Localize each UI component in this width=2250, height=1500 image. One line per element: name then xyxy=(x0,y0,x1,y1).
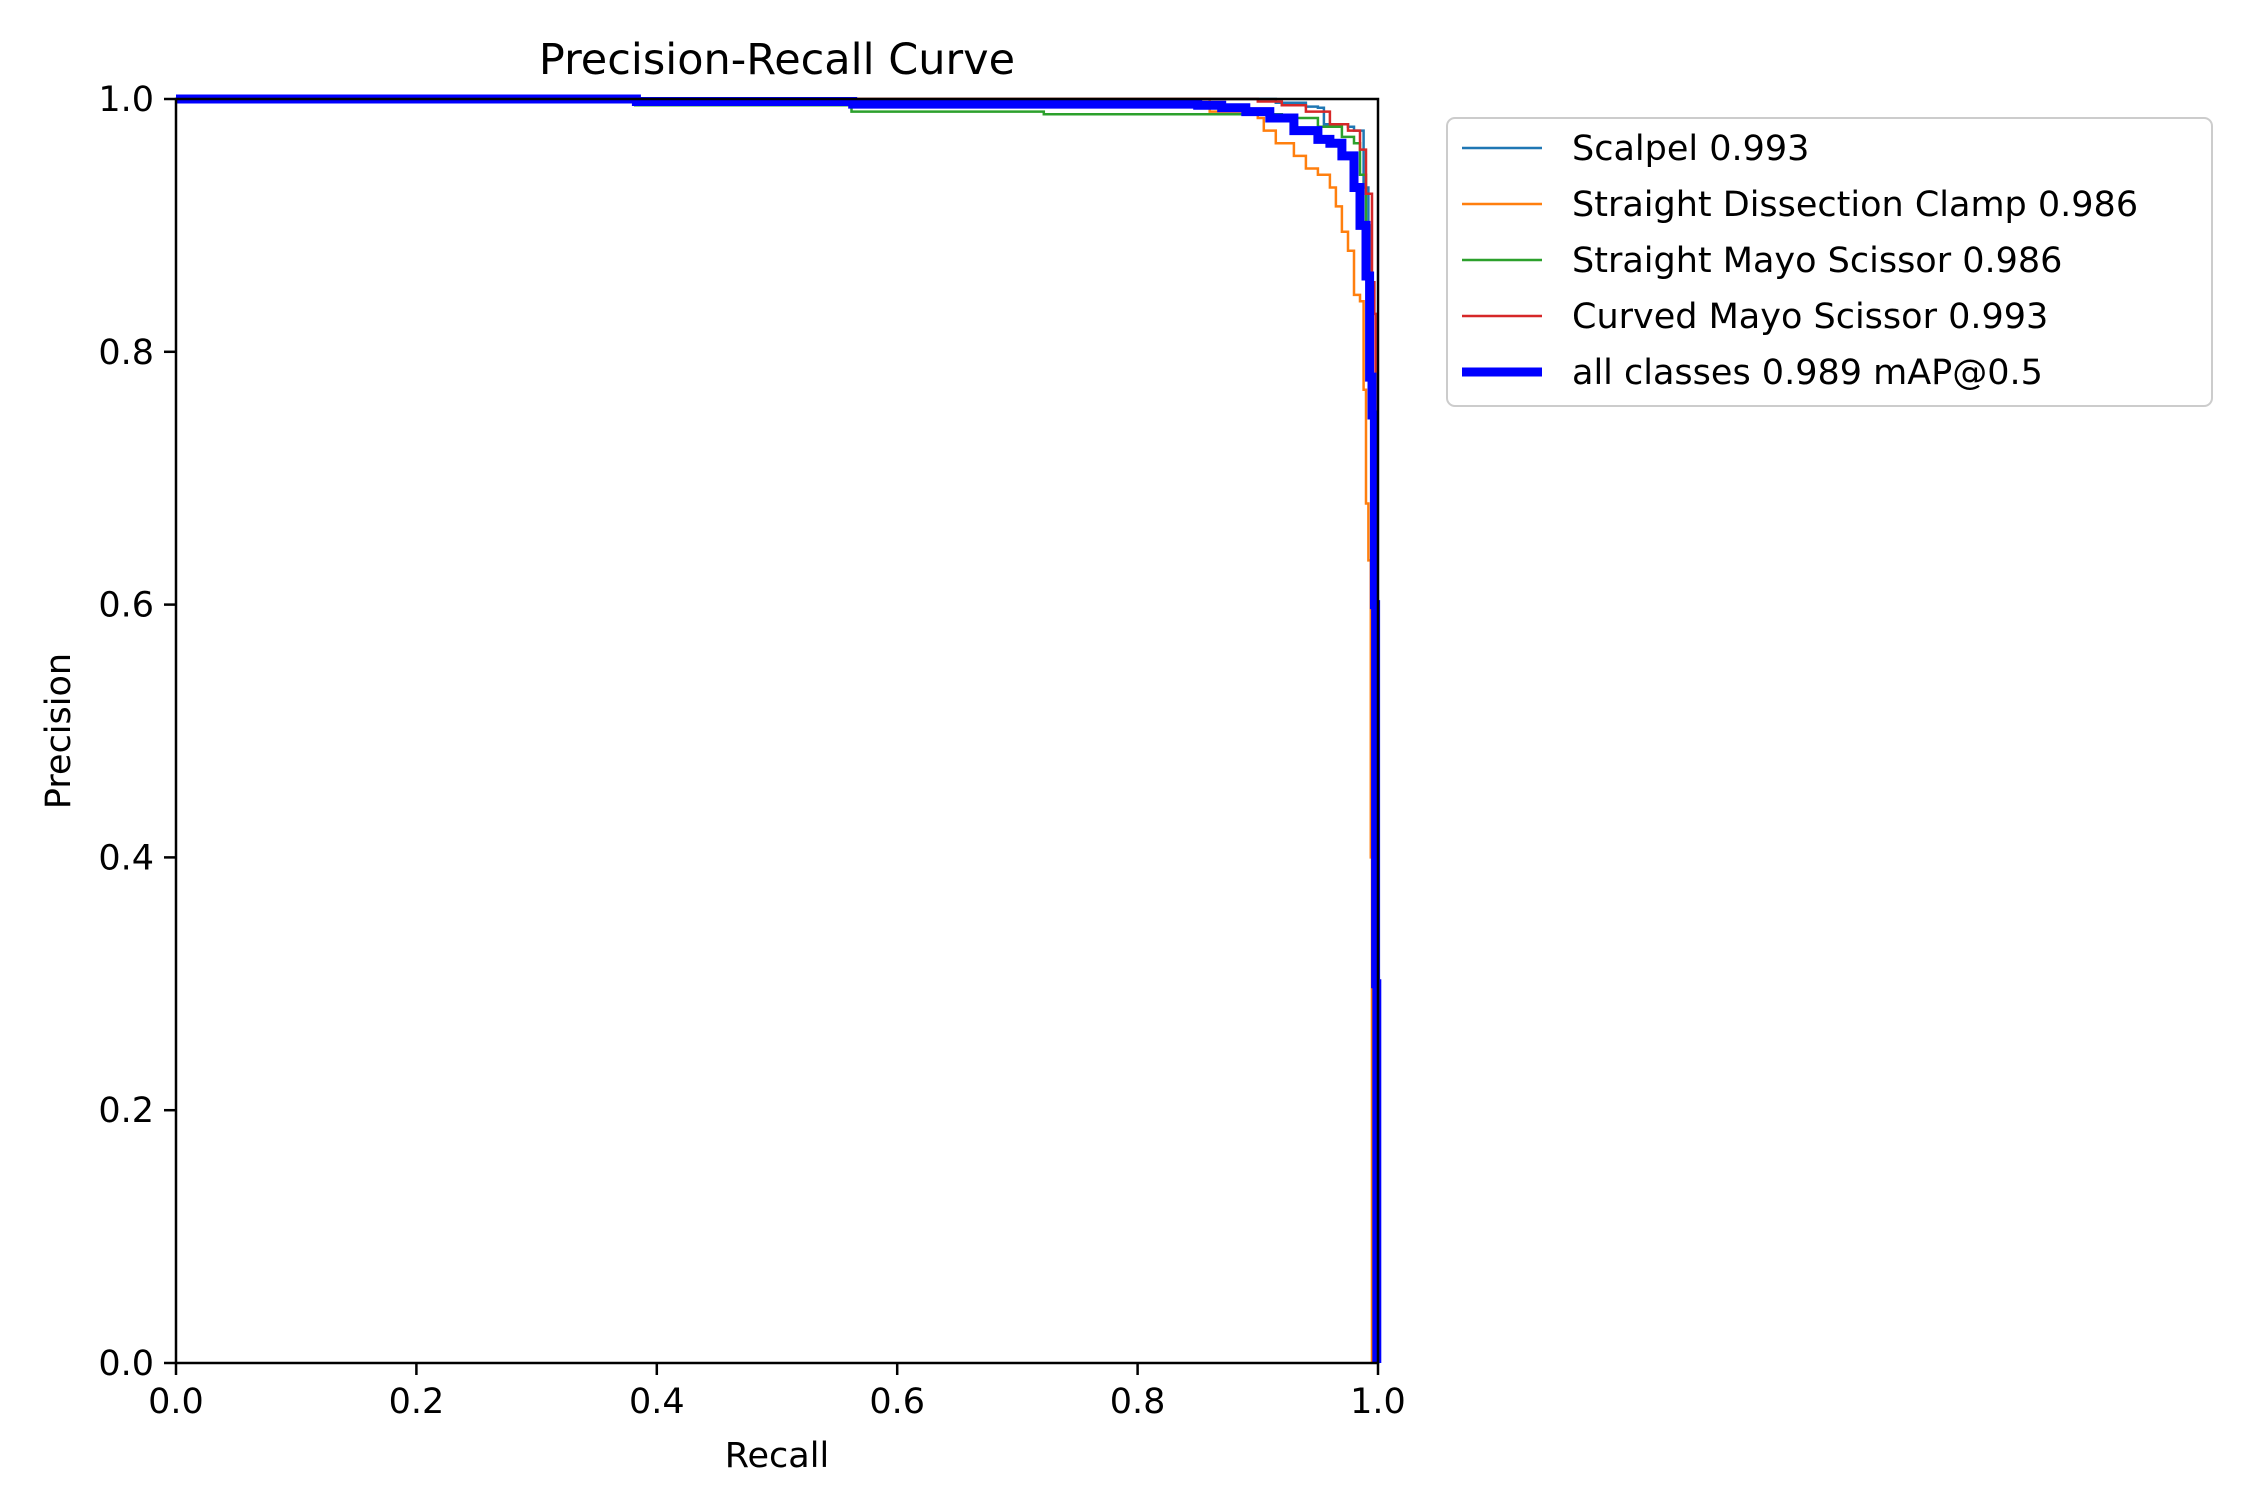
x-tick-label: 0.0 xyxy=(148,1382,204,1422)
x-tick-label: 0.8 xyxy=(1110,1382,1166,1422)
legend-frame xyxy=(1446,117,2213,407)
series-line-straight-dissection-clamp xyxy=(176,97,1374,1363)
series-layer xyxy=(176,94,1382,1363)
x-tick-label: 0.6 xyxy=(869,1382,925,1422)
y-tick-label: 0.4 xyxy=(98,838,154,878)
plot-area xyxy=(174,94,1382,1365)
legend-label: Curved Mayo Scissor 0.993 xyxy=(1572,297,2048,337)
legend-items: Scalpel 0.993 Straight Dissection Clamp 0… xyxy=(1462,129,2138,393)
y-axis-label: Precision xyxy=(39,653,79,809)
legend-label: all classes 0.989 mAP@0.5 xyxy=(1572,353,2043,393)
plot-frame xyxy=(174,97,1380,1365)
legend-label: Straight Dissection Clamp 0.986 xyxy=(1572,185,2138,225)
chart-title: Precision-Recall Curve xyxy=(539,35,1015,85)
x-tick-label: 0.4 xyxy=(629,1382,685,1422)
x-tick-label: 1.0 xyxy=(1350,1382,1406,1422)
series-line-all-classes-map xyxy=(176,94,1382,1363)
plot-background xyxy=(176,99,1378,1363)
y-tick-label: 0.0 xyxy=(98,1344,154,1384)
x-tick-label: 0.2 xyxy=(389,1382,445,1422)
legend-label: Straight Mayo Scissor 0.986 xyxy=(1572,241,2062,281)
x-axis-label: Recall xyxy=(725,1436,829,1476)
y-tick-label: 1.0 xyxy=(98,80,154,120)
legend: Scalpel 0.993 Straight Dissection Clamp 0… xyxy=(1446,117,2213,407)
legend-label: Scalpel 0.993 xyxy=(1572,129,1809,169)
y-tick-label: 0.8 xyxy=(98,333,154,373)
y-tick-label: 0.2 xyxy=(98,1091,154,1131)
y-axis-ticks: 0.0 0.2 0.4 0.6 0.8 1.0 xyxy=(98,80,176,1384)
y-tick-label: 0.6 xyxy=(98,586,154,626)
x-axis-ticks: 0.0 0.2 0.4 0.6 0.8 1.0 xyxy=(148,1363,1406,1422)
